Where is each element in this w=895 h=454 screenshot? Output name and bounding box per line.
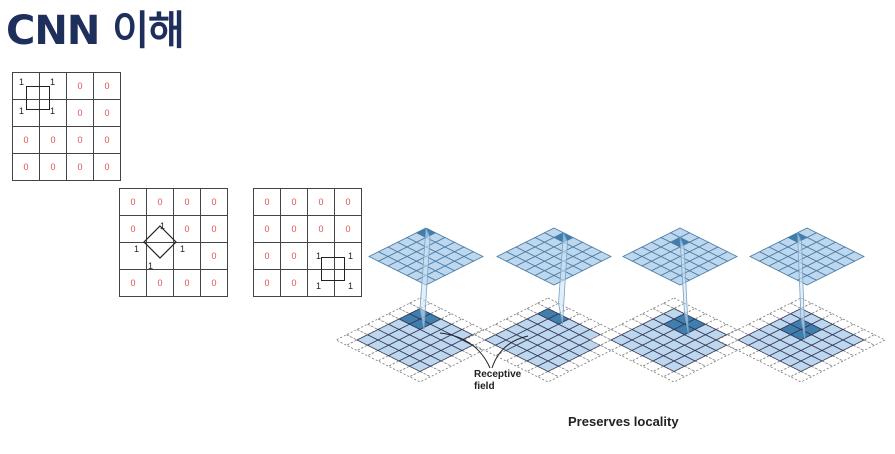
matrix-cell: 1 [147, 216, 174, 243]
matrix-2: 000001001100000 [119, 188, 228, 297]
caption: Preserves locality [568, 414, 679, 429]
rf-arrow-2 [491, 335, 529, 369]
kernel-one-label: 1 [316, 251, 322, 261]
matrix-cell: 0 [201, 216, 228, 243]
receptive-field-label: Receptive field [474, 369, 521, 393]
rf-arrow-1 [439, 332, 491, 369]
matrix-1: 1100110000000000 [12, 72, 121, 181]
matrix-cell: 0 [94, 154, 121, 181]
kernel-square-shifted [321, 257, 345, 281]
rf-panel-3 [589, 227, 759, 383]
matrix-cell: 0 [281, 189, 308, 216]
matrix-cell: 0 [40, 154, 67, 181]
matrix-cell: 0 [308, 189, 335, 216]
matrix-cell: 0 [174, 189, 201, 216]
matrix-cell: 0 [94, 100, 121, 127]
grid-cell [408, 371, 432, 383]
matrix-cell: 0 [67, 73, 94, 100]
receptive-field-line2: field [474, 381, 495, 392]
kernel-square [26, 86, 50, 110]
matrix-cell: 0 [201, 189, 228, 216]
rf-panel-2 [463, 227, 633, 383]
matrix-cell: 0 [281, 216, 308, 243]
matrix-cell: 0 [254, 216, 281, 243]
matrix-cell: 0 [120, 189, 147, 216]
kernel-one-label: 1 [348, 281, 354, 291]
matrix-cell: 0 [94, 73, 121, 100]
matrix-cell: 1 [335, 243, 362, 270]
kernel-one-label: 1 [134, 244, 140, 254]
grid-cell [789, 371, 813, 383]
kernel-diamond [143, 225, 177, 259]
projection-beam [797, 232, 806, 341]
matrix-cell: 0 [174, 216, 201, 243]
kernel-one-label: 1 [50, 77, 56, 87]
kernel-one-label: 1 [50, 106, 56, 116]
matrix-cell: 0 [174, 270, 201, 297]
matrix-cell: 0 [13, 127, 40, 154]
matrix-cell: 1 [40, 73, 67, 100]
kernel-one-label: 1 [160, 221, 166, 231]
input-cell [789, 360, 813, 372]
kernel-one-label: 1 [148, 261, 154, 271]
matrix-cell: 0 [281, 270, 308, 297]
grid-cell [536, 371, 560, 383]
input-cell [662, 360, 686, 372]
matrix-cell: 0 [335, 189, 362, 216]
matrix-cell: 1 [13, 100, 40, 127]
matrix-cell: 0 [201, 270, 228, 297]
matrix-cell [147, 243, 174, 270]
rf-panel-4 [716, 227, 886, 383]
matrix-cell: 1 [120, 243, 147, 270]
input-cell [408, 360, 432, 372]
matrix-cell: 0 [67, 154, 94, 181]
rf-panel-1 [335, 227, 505, 383]
matrix-cell: 0 [281, 243, 308, 270]
matrix-cell: 0 [120, 216, 147, 243]
projection-beam [419, 227, 431, 330]
kernel-one-label: 1 [348, 251, 354, 261]
matrix-cell: 0 [254, 243, 281, 270]
projection-beam [558, 232, 568, 325]
matrix-cell: 0 [147, 270, 174, 297]
matrix-cell: 0 [120, 270, 147, 297]
matrix-cell: 0 [40, 127, 67, 154]
matrix-cell: 0 [201, 243, 228, 270]
matrix-cell: 0 [308, 216, 335, 243]
receptive-field-line1: Receptive [474, 369, 522, 380]
matrix-cell: 0 [335, 216, 362, 243]
kernel-one-label: 1 [19, 77, 25, 87]
kernel-one-label: 1 [19, 106, 25, 116]
matrix-cell: 0 [147, 189, 174, 216]
matrix-cell: 1 [308, 270, 335, 297]
grid-cell [662, 371, 686, 383]
matrix-cell: 0 [67, 100, 94, 127]
matrix-cell: 1 [174, 243, 201, 270]
kernel-one-label: 1 [180, 244, 186, 254]
matrix-cell: 0 [94, 127, 121, 154]
matrix-cell: 0 [254, 270, 281, 297]
matrix-cell: 0 [254, 189, 281, 216]
input-cell [536, 360, 560, 372]
kernel-one-label: 1 [316, 281, 322, 291]
matrix-cell: 1 [40, 100, 67, 127]
page-title: CNN 이해 [6, 8, 185, 54]
matrix-cell: 0 [67, 127, 94, 154]
projection-beam [679, 237, 689, 335]
matrix-cell: 1 [335, 270, 362, 297]
matrix-cell: 0 [13, 154, 40, 181]
